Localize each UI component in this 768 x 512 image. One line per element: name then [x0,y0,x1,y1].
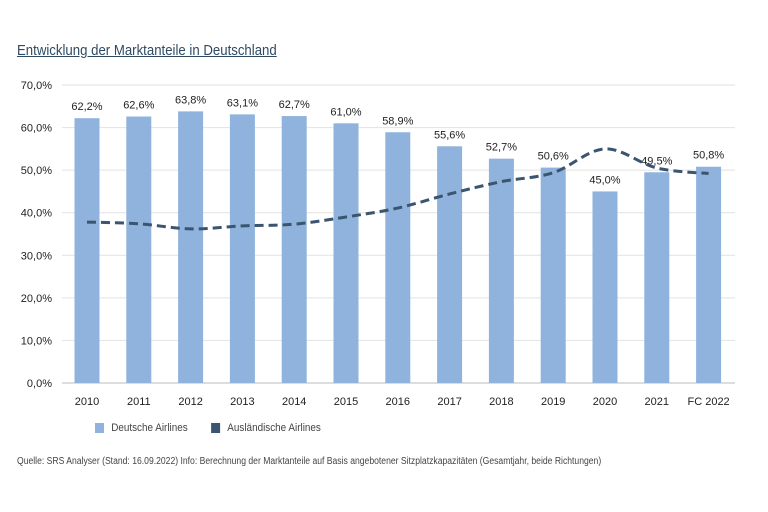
x-tick-label: 2018 [489,396,513,408]
y-tick-label: 10,0% [21,335,52,347]
bar [592,191,618,383]
data-label: 63,1% [227,97,258,109]
x-tick-label: 2010 [75,396,99,408]
bar [178,111,204,383]
x-tick-label: 2020 [593,396,617,408]
source-note: Quelle: SRS Analyser (Stand: 16.09.2022)… [17,456,602,467]
legend-swatch [95,423,104,433]
legend-item-auslaendische: Ausländische Airlines [211,422,321,434]
bar [333,123,359,384]
legend-label: Ausländische Airlines [227,422,321,434]
x-tick-label: 2012 [178,396,202,408]
y-tick-label: 20,0% [21,293,52,305]
legend: Deutsche Airlines Ausländische Airlines [95,422,321,434]
x-tick-label: 2011 [127,396,151,408]
data-label: 62,7% [279,99,310,111]
data-label: 50,6% [538,151,569,163]
data-label: 63,8% [175,94,206,106]
x-tick-label: 2021 [645,396,669,408]
bar [437,146,463,383]
data-label: 62,2% [71,101,102,113]
bar [696,166,722,383]
data-label: 45,0% [589,174,620,186]
y-tick-label: 30,0% [21,250,52,262]
data-label: 58,9% [382,115,413,127]
y-tick-label: 60,0% [21,123,52,135]
bar [229,114,255,384]
y-tick-label: 50,0% [21,165,52,177]
x-tick-label: 2013 [230,396,254,408]
y-tick-label: 0,0% [27,378,52,390]
x-tick-label: 2016 [386,396,410,408]
data-label: 61,0% [330,106,361,118]
y-tick-label: 70,0% [21,80,52,92]
bar [281,116,307,383]
chart-title: Entwicklung der Marktanteile in Deutschl… [17,42,277,59]
x-tick-label: 2019 [541,396,565,408]
x-tick-label: 2015 [334,396,358,408]
x-tick-label: 2017 [437,396,461,408]
legend-item-deutsche: Deutsche Airlines [95,422,188,434]
data-label: 50,8% [693,150,724,162]
bar [540,167,566,383]
data-label: 62,6% [123,100,154,112]
bar [385,132,411,383]
legend-label: Deutsche Airlines [111,422,188,434]
bar [644,172,670,383]
x-tick-label: 2014 [282,396,306,408]
data-label: 52,7% [486,142,517,154]
line-series-auslaendische [86,147,709,231]
y-tick-label: 40,0% [21,208,52,220]
bar [126,116,152,383]
data-label: 55,6% [434,129,465,141]
bar [488,158,514,383]
bar [74,118,100,383]
legend-swatch [211,423,221,433]
x-tick-label: FC 2022 [687,396,729,408]
